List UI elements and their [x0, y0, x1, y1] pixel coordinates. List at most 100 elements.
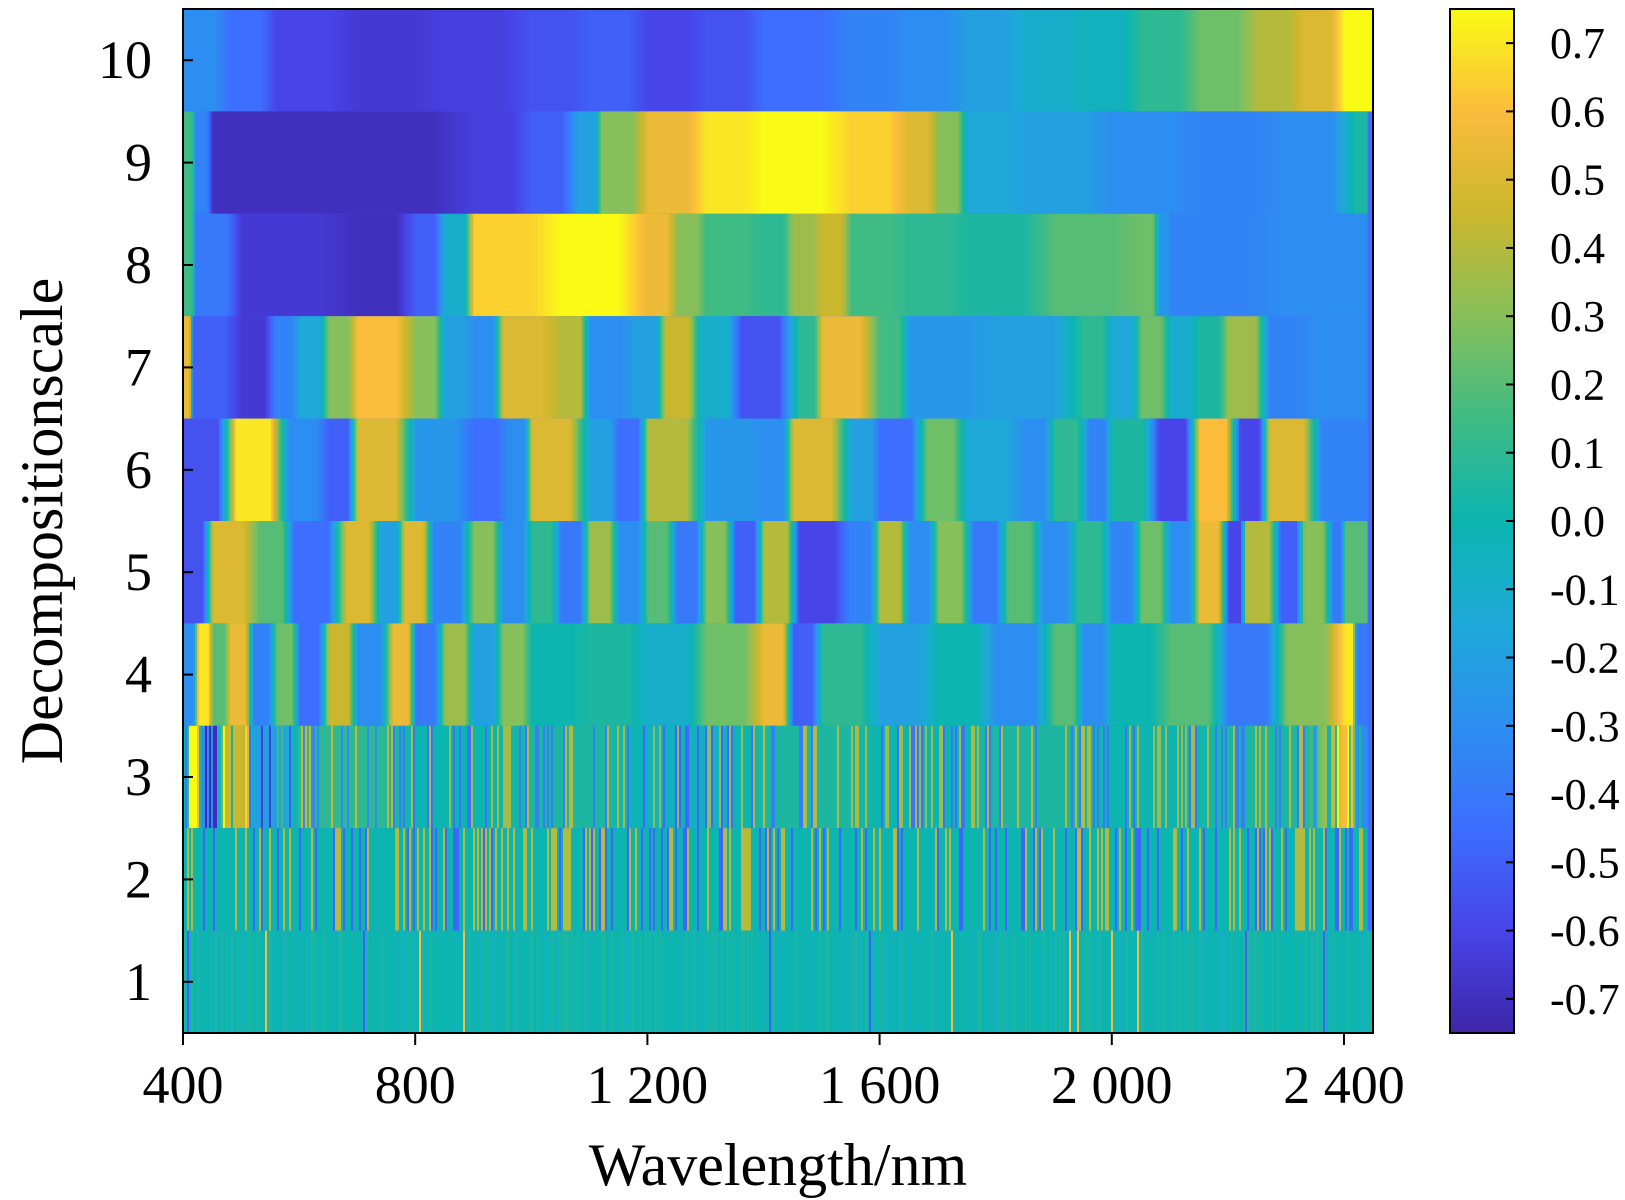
heatmap-cell — [495, 828, 498, 931]
heatmap-cell — [423, 316, 426, 419]
heatmap-cell — [751, 111, 754, 214]
heatmap-cell — [947, 213, 950, 317]
heatmap-cell — [1223, 111, 1226, 214]
heatmap-cell — [439, 111, 442, 214]
heatmap-cell — [437, 725, 440, 829]
heatmap-cell — [953, 418, 956, 521]
heatmap-cell — [853, 725, 856, 829]
heatmap-cell — [281, 623, 284, 726]
heatmap-cell — [581, 623, 584, 726]
heatmap-cell — [773, 521, 776, 624]
heatmap-cell — [327, 725, 330, 829]
heatmap-cell — [523, 316, 526, 419]
heatmap-cell — [757, 213, 760, 317]
heatmap-cell — [1163, 521, 1166, 624]
heatmap-cell — [993, 521, 996, 624]
heatmap-cell — [1095, 623, 1098, 726]
heatmap-cell — [291, 9, 294, 112]
heatmap-cell — [1201, 213, 1204, 317]
heatmap-cell — [1019, 111, 1022, 214]
heatmap-cell — [1341, 418, 1344, 521]
heatmap-cell — [505, 521, 508, 624]
heatmap-cell — [443, 213, 446, 317]
heatmap-cell — [931, 623, 934, 726]
heatmap-cell — [1247, 111, 1250, 214]
heatmap-cell — [1029, 521, 1032, 624]
heatmap-cell — [1279, 111, 1282, 214]
heatmap-cell — [679, 418, 682, 521]
heatmap-cell — [205, 623, 208, 726]
heatmap-cell — [243, 111, 246, 214]
heatmap-cell — [665, 316, 668, 419]
heatmap-cell — [557, 521, 560, 624]
heatmap-cell — [595, 521, 598, 624]
heatmap-cell — [1215, 213, 1218, 317]
heatmap-cell — [321, 213, 324, 317]
heatmap-cell — [1013, 213, 1016, 317]
heatmap-cell — [785, 623, 788, 726]
heatmap-cell — [989, 725, 992, 829]
heatmap-cell — [1253, 521, 1256, 624]
heatmap-cell — [213, 316, 216, 419]
heatmap-cell — [617, 9, 620, 112]
heatmap-cell — [1295, 111, 1298, 214]
heatmap-cell — [519, 418, 522, 521]
heatmap-cell — [735, 9, 738, 112]
heatmap-cell — [873, 9, 876, 112]
heatmap-cell — [893, 725, 896, 829]
heatmap-cell — [859, 521, 862, 624]
heatmap-cell — [1297, 111, 1300, 214]
heatmap-cell — [1301, 111, 1304, 214]
heatmap-cell — [1297, 418, 1300, 521]
heatmap-cell — [519, 828, 522, 931]
heatmap-cell — [599, 521, 602, 624]
heatmap-cell — [629, 9, 632, 112]
heatmap-cell — [995, 521, 998, 624]
heatmap-cell — [875, 316, 878, 419]
heatmap-cell — [963, 9, 966, 112]
heatmap-cell — [1231, 316, 1234, 419]
heatmap-cell — [895, 623, 898, 726]
heatmap-cell — [1145, 316, 1148, 419]
heatmap-cell — [259, 111, 262, 214]
heatmap-cell — [749, 725, 752, 829]
heatmap-cell — [925, 316, 928, 419]
heatmap-cell — [459, 521, 462, 624]
heatmap-cell — [777, 725, 780, 829]
heatmap-cell — [971, 623, 974, 726]
heatmap-cell — [669, 521, 672, 624]
heatmap-cell — [1023, 521, 1026, 624]
heatmap-cell — [225, 111, 228, 214]
heatmap-cell — [843, 623, 846, 726]
heatmap-cell — [211, 111, 214, 214]
heatmap-cell — [571, 9, 574, 112]
heatmap-cell — [1065, 623, 1068, 726]
heatmap-cell — [1069, 623, 1072, 726]
heatmap-cell — [299, 521, 302, 624]
heatmap-cell — [1319, 111, 1322, 214]
heatmap-cell — [361, 111, 364, 214]
heatmap-cell — [659, 725, 662, 829]
heatmap-cell — [923, 521, 926, 624]
heatmap-cell — [773, 316, 776, 419]
heatmap-cell — [1103, 111, 1106, 214]
heatmap-cell — [1301, 316, 1304, 419]
heatmap-cell — [497, 725, 500, 829]
heatmap-cell — [209, 9, 212, 112]
heatmap-cell — [701, 213, 704, 317]
heatmap-cell — [1323, 623, 1326, 726]
heatmap-cell — [1165, 725, 1168, 829]
heatmap-cell — [693, 213, 696, 317]
heatmap-cell — [893, 418, 896, 521]
heatmap-cell — [1101, 9, 1104, 112]
heatmap-cell — [593, 316, 596, 419]
heatmap-cell — [579, 418, 582, 521]
heatmap-cell — [1143, 521, 1146, 624]
heatmap-cell — [815, 725, 818, 829]
heatmap-cell — [721, 111, 724, 214]
heatmap-cell — [333, 725, 336, 829]
heatmap-cell — [975, 316, 978, 419]
heatmap-cell — [913, 111, 916, 214]
heatmap-cell — [1217, 418, 1220, 521]
heatmap-cell — [815, 521, 818, 624]
